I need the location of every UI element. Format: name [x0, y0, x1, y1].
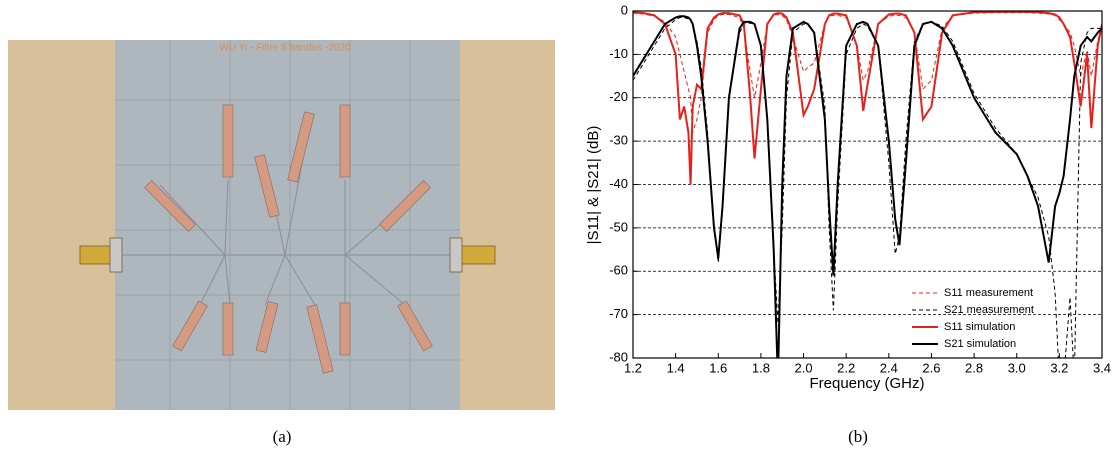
x-tick-label: 3.4: [1093, 360, 1111, 375]
board-grid: [115, 40, 460, 410]
plot-lines: [633, 11, 1102, 358]
caption: (a): [273, 427, 292, 446]
legend-label: S21 simulation: [944, 338, 1016, 350]
x-tick-label: 1.2: [624, 360, 642, 375]
y-tick-label: -10: [609, 46, 628, 61]
photo: WU Yi - Filtre 5 bandes -2020: [8, 40, 555, 410]
x-tick-label: 1.4: [667, 360, 685, 375]
resonators: [144, 104, 433, 374]
series-line: [633, 15, 1102, 358]
series-line: [633, 11, 1102, 185]
y-tick-label: -40: [609, 176, 628, 191]
x-axis-label: Frequency (GHz): [809, 375, 924, 392]
legend-label: S21 measurement: [944, 304, 1034, 316]
x-tick-label: 1.6: [709, 360, 727, 375]
series-line: [633, 17, 1102, 358]
x-tick-label: 2.8: [965, 360, 983, 375]
legend-label: S11 simulation: [944, 321, 1015, 333]
x-tick-label: 1.8: [752, 360, 770, 375]
y-tick-label: -60: [609, 263, 628, 278]
x-tick-label: 2.4: [880, 360, 898, 375]
legend-label: S11 measurement: [944, 287, 1033, 299]
x-tick-label: 2.0: [795, 360, 813, 375]
y-tick-label: -50: [609, 219, 628, 234]
y-tick-label: 0: [621, 2, 628, 17]
board-label: WU Yi - Filtre 5 bandes -2020: [219, 43, 351, 54]
y-tick-label: -70: [609, 306, 628, 321]
y-tick-label: -30: [609, 133, 628, 148]
y-tick-label: -20: [609, 89, 628, 104]
plot-frame: [632, 10, 1103, 359]
x-tick-label: 3.0: [1008, 360, 1026, 375]
x-tick-label: 3.2: [1050, 360, 1068, 375]
caption: (b): [848, 427, 868, 446]
x-tick-label: 2.6: [922, 360, 940, 375]
connectors: [79, 237, 496, 273]
y-tick-label: -80: [609, 349, 628, 364]
x-tick-label: 2.2: [837, 360, 855, 375]
y-axis-label: |S11| & |S21| (dB): [585, 126, 602, 245]
substrate-board: [115, 40, 460, 410]
